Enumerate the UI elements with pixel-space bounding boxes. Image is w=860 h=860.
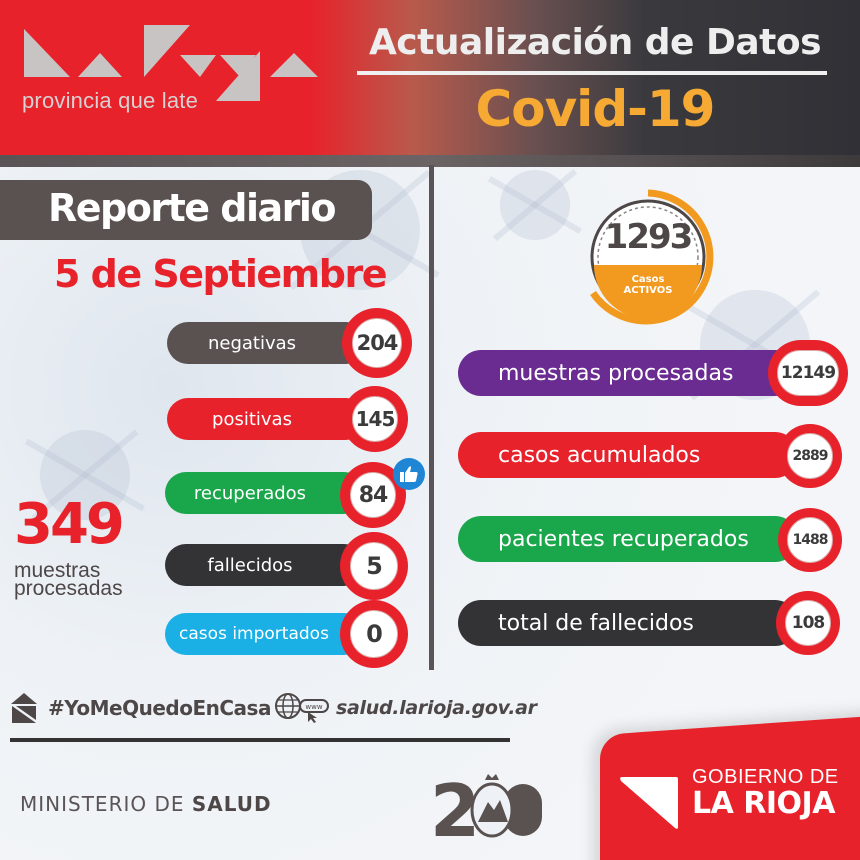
cumulative-item-fallecidos: total de fallecidos <box>458 600 798 646</box>
daily-item-recuperados: recuperados <box>165 472 365 514</box>
logo-tagline: provincia que late <box>22 88 199 113</box>
daily-item-label: recuperados <box>193 482 307 504</box>
cumulative-value-badge: 108 <box>776 591 840 655</box>
header-banner <box>0 0 860 155</box>
website-row[interactable]: www salud.larioja.gov.ar <box>274 688 537 728</box>
report-banner-label: Reporte diario <box>48 186 337 230</box>
government-logo-icon <box>620 777 678 829</box>
daily-item-fallecidos: fallecidos <box>165 544 365 586</box>
daily-value-badge: 84 <box>340 462 406 528</box>
daily-item-value: 204 <box>356 331 399 355</box>
cumulative-item-value: 1488 <box>792 532 829 548</box>
virus-decoration <box>40 430 130 520</box>
header-underline <box>0 155 860 167</box>
cumulative-item-label: pacientes recuperados <box>498 526 749 552</box>
cumulative-value-badge: 2889 <box>778 424 842 488</box>
daily-item-value: 145 <box>355 407 396 431</box>
daily-item-label: positivas <box>212 408 292 430</box>
daily-item-value: 84 <box>358 482 389 508</box>
daily-value-badge: 0 <box>340 600 408 668</box>
total-samples-label-line2: procesadas <box>14 577 123 600</box>
report-banner: Reporte diario <box>0 180 372 240</box>
daily-item-label: negativas <box>207 332 297 354</box>
cumulative-item-value: 12149 <box>780 363 836 383</box>
daily-value-badge: 204 <box>342 308 412 378</box>
globe-web-icon: www <box>275 693 329 723</box>
thumbs-up-icon <box>393 458 425 490</box>
cumulative-item-recuperados: pacientes recuperados <box>458 516 798 562</box>
active-cases-value: 1293 <box>604 217 694 257</box>
cumulative-item-casos: casos acumulados <box>458 432 798 478</box>
daily-item-negativas: negativas <box>167 322 367 364</box>
hashtag-text: #YoMeQuedoEnCasa <box>48 696 271 720</box>
ministry-label: MINISTERIO DE SALUD <box>20 792 272 816</box>
daily-value-badge: 5 <box>340 532 408 600</box>
government-line2: LA RIOJA <box>692 786 835 821</box>
active-cases-label-line2: ACTIVOS <box>623 285 673 296</box>
daily-item-positivas: positivas <box>167 398 367 440</box>
footer-divider <box>10 738 510 742</box>
hashtag-row: #YoMeQuedoEnCasa <box>10 688 271 728</box>
active-cases-label-line1: Casos <box>631 274 665 285</box>
svg-text:www: www <box>305 703 322 711</box>
daily-value-badge: 145 <box>342 386 408 452</box>
cumulative-item-muestras: muestras procesadas <box>458 350 798 396</box>
active-cases-gauge <box>590 189 714 325</box>
ministry-bold: SALUD <box>191 792 272 816</box>
daily-item-value: 5 <box>366 552 383 580</box>
total-samples-label-line1: muestras <box>14 559 101 582</box>
ministry-prefix: MINISTERIO DE <box>20 792 192 816</box>
cumulative-item-label: muestras procesadas <box>498 360 734 386</box>
government-line1: GOBIERNO DE <box>692 766 839 788</box>
daily-item-value: 0 <box>366 620 383 648</box>
virus-decoration <box>500 170 570 240</box>
daily-item-casos-importados: casos importados <box>165 613 365 655</box>
total-samples-value: 349 <box>14 492 125 557</box>
la-rioja-logo-icon <box>24 25 318 101</box>
bicentennial-logo-icon: 2 <box>430 770 542 840</box>
cumulative-value-badge: 1488 <box>778 508 842 572</box>
report-date: 5 de Septiembre <box>54 252 388 296</box>
cumulative-item-value: 2889 <box>792 448 829 464</box>
total-samples-label: muestras procesadas <box>14 559 123 600</box>
cumulative-item-label: casos acumulados <box>498 442 701 468</box>
panel-divider <box>429 165 434 670</box>
cumulative-value-badge: 12149 <box>768 340 848 406</box>
house-icon <box>11 693 37 723</box>
daily-item-label: casos importados <box>179 624 329 644</box>
cumulative-item-label: total de fallecidos <box>498 610 694 636</box>
page-subtitle: Covid-19 <box>475 80 716 138</box>
daily-item-label: fallecidos <box>207 554 293 576</box>
page-title: Actualización de Datos <box>368 22 822 63</box>
active-cases-label: Casos ACTIVOS <box>573 274 723 296</box>
website-link[interactable]: salud.larioja.gov.ar <box>336 697 537 719</box>
title-divider <box>357 71 827 75</box>
cumulative-item-value: 108 <box>791 613 825 633</box>
